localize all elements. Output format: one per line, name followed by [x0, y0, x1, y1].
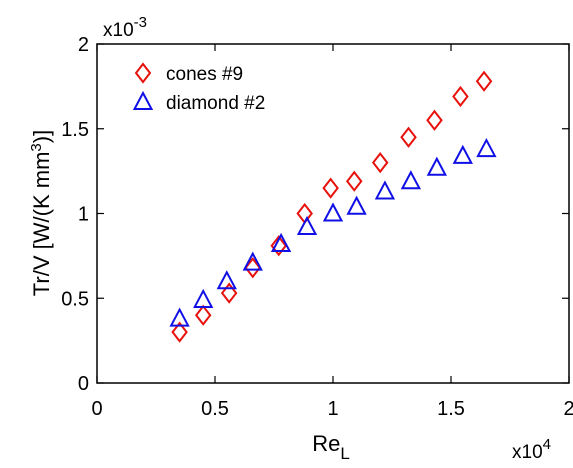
data-point-triangle — [400, 170, 422, 190]
data-point-diamond — [322, 177, 339, 199]
data-point-diamond — [345, 170, 363, 192]
y-axis-label: Tr/V [W/(K mm3)] — [28, 130, 54, 296]
series-cones-9 — [171, 70, 493, 343]
data-point-triangle — [193, 288, 214, 308]
x-tick-label: 0.5 — [201, 398, 229, 420]
y-tick-label: 1.5 — [61, 119, 89, 141]
axis-ticks: 0 0.5 1 1.5 2 0 0.5 1 1.5 2 — [61, 34, 573, 420]
data-point-triangle — [216, 270, 237, 290]
data-point-diamond — [452, 85, 469, 108]
legend-label-cones-9: cones #9 — [166, 64, 243, 85]
legend-symbol-diamond — [134, 62, 152, 84]
data-point-triangle — [346, 195, 367, 215]
y-tick-label: 0.5 — [61, 288, 89, 310]
data-point-triangle — [374, 180, 396, 200]
data-point-triangle — [169, 307, 190, 327]
x-axis-label: ReL — [312, 431, 350, 463]
x-tick-label: 1.5 — [437, 398, 465, 420]
data-point-diamond — [194, 304, 212, 326]
x-multiplier: x104 — [512, 436, 551, 463]
y-tick-label: 1 — [78, 204, 89, 226]
data-point-triangle — [242, 251, 263, 271]
legend-symbol-triangle — [132, 90, 154, 110]
y-tick-label: 0 — [78, 373, 89, 395]
data-point-diamond — [220, 282, 238, 304]
y-multiplier: x10-3 — [103, 14, 147, 41]
data-marks — [169, 70, 497, 343]
data-point-diamond — [400, 126, 417, 148]
data-point-diamond — [244, 257, 262, 279]
legend-marker-diamond-2 — [132, 90, 154, 110]
data-point-diamond — [270, 235, 287, 257]
data-point-diamond — [475, 70, 493, 92]
x-tick-label: 1 — [327, 398, 338, 420]
legend-label-diamond-2: diamond #2 — [166, 93, 265, 114]
data-point-diamond — [371, 152, 389, 174]
data-point-triangle — [322, 202, 344, 222]
data-point-triangle — [476, 137, 497, 158]
y-tick-label: 2 — [78, 34, 89, 56]
x-tick-label: 0 — [91, 398, 102, 420]
series-diamond-2 — [169, 137, 497, 327]
legend: cones #9 diamond #2 — [132, 62, 265, 114]
data-point-diamond — [426, 109, 443, 131]
data-point-triangle — [270, 232, 292, 253]
data-point-diamond — [296, 202, 313, 225]
x-tick-label: 2 — [563, 398, 573, 420]
legend-marker-cones-9 — [134, 62, 152, 84]
data-point-triangle — [426, 156, 448, 176]
data-point-triangle — [452, 144, 473, 164]
data-point-triangle — [296, 215, 318, 236]
data-point-diamond — [171, 321, 188, 343]
